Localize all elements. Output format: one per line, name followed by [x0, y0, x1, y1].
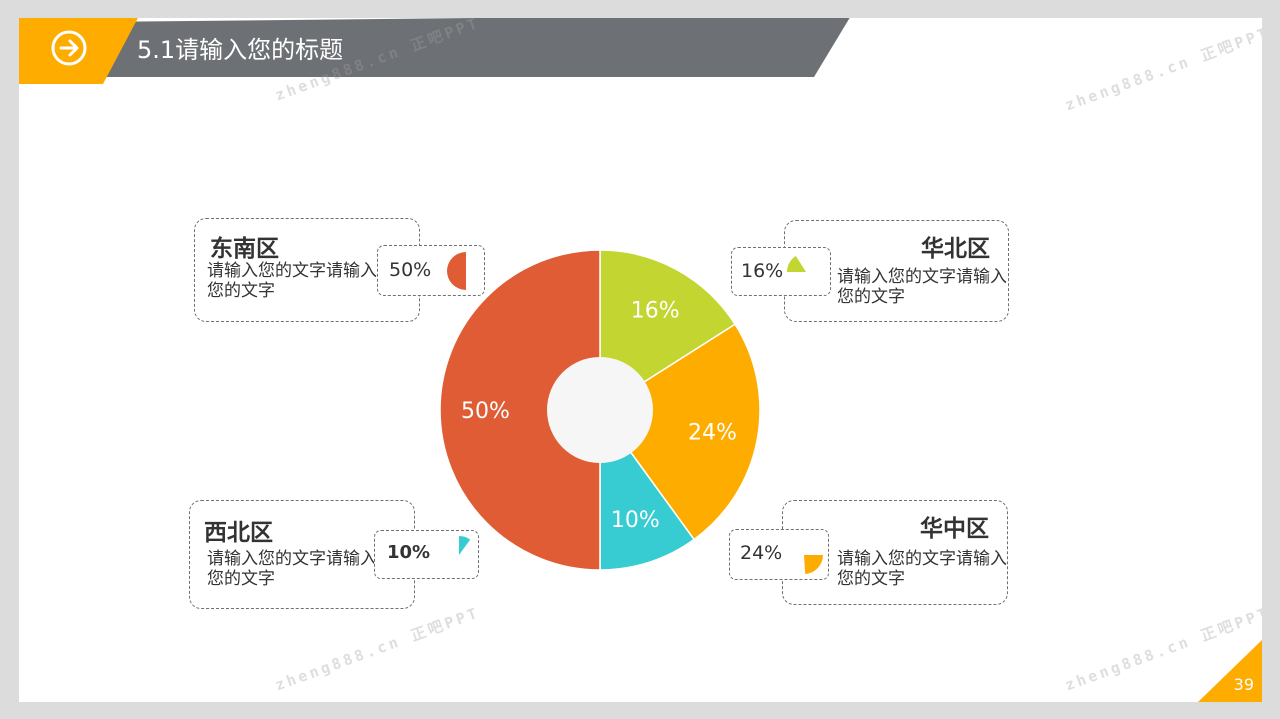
mini-pie-icon — [784, 250, 828, 294]
percent-box-southeast: 50% — [377, 245, 485, 296]
slide: 5.1请输入您的标题 zheng888.cn 正吧PPT zheng888.cn… — [19, 18, 1262, 702]
page-number: 39 — [1234, 675, 1254, 694]
percent-label: 10% — [387, 542, 430, 563]
percent-box-north: 16% — [731, 247, 831, 296]
mini-pie-icon — [437, 533, 481, 577]
region-title: 西北区 — [204, 513, 273, 547]
region-title: 华中区 — [920, 509, 989, 543]
mini-pie-icon — [444, 249, 488, 293]
donut-slice-label: 10% — [611, 508, 660, 533]
percent-box-northwest: 10% — [374, 530, 479, 579]
percent-box-central: 24% — [729, 529, 829, 580]
mini-pie-slice — [459, 536, 470, 555]
region-description: 请输入您的文字请输入您的文字 — [837, 549, 1007, 589]
percent-label: 24% — [740, 542, 782, 564]
donut-slice-label: 24% — [688, 420, 737, 445]
region-description: 请输入您的文字请输入您的文字 — [207, 261, 377, 301]
donut-slice-label: 16% — [631, 299, 680, 324]
region-description: 请输入您的文字请输入您的文字 — [207, 549, 377, 589]
mini-pie-icon — [782, 533, 826, 577]
mini-pie-slice — [787, 256, 806, 272]
percent-label: 16% — [741, 260, 783, 282]
mini-pie-slice — [804, 555, 823, 574]
mini-pie-slice — [447, 252, 466, 290]
donut-slice-label: 50% — [461, 399, 510, 424]
region-description: 请输入您的文字请输入您的文字 — [837, 267, 1007, 307]
donut-hole — [547, 357, 653, 463]
region-title: 东南区 — [210, 229, 279, 263]
region-title: 华北区 — [921, 229, 990, 263]
percent-label: 50% — [389, 259, 431, 281]
